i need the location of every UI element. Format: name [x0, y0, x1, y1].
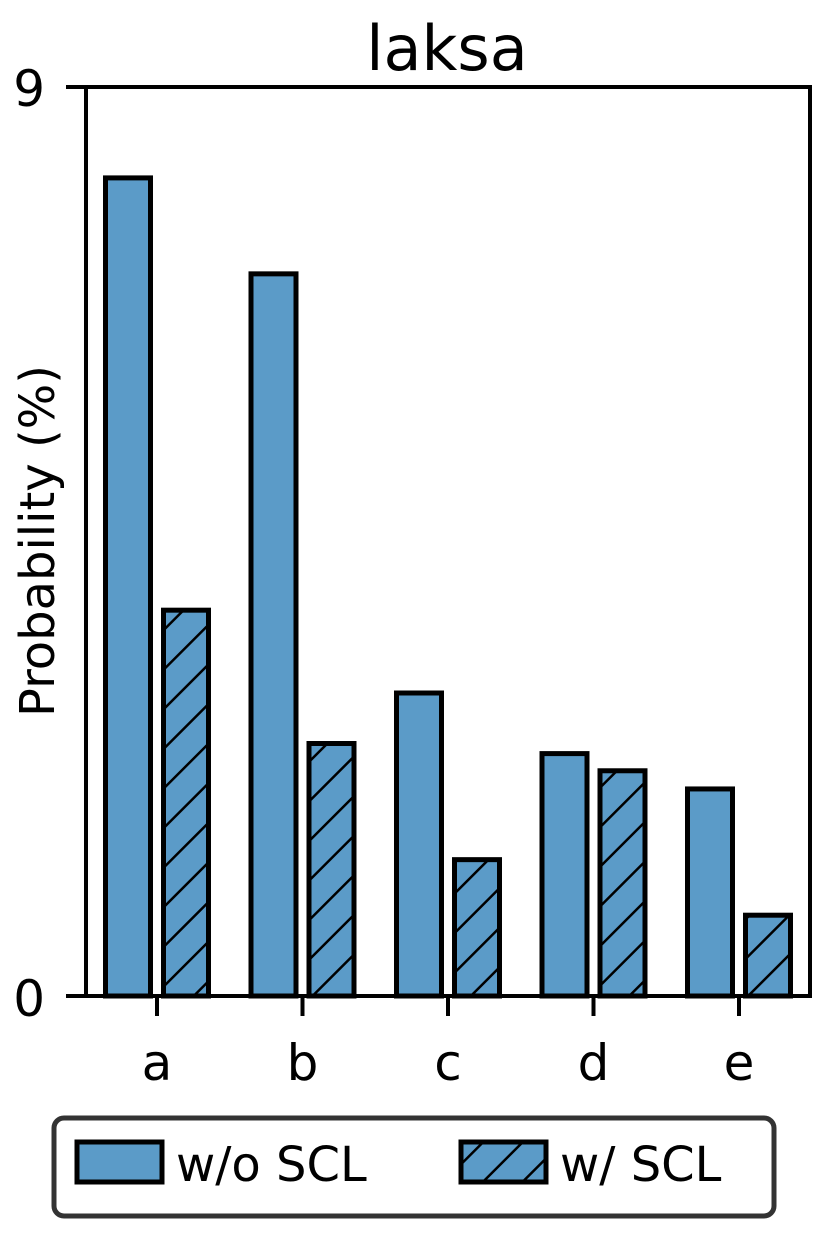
y-tick-label-max: 9: [13, 60, 45, 118]
bar-d-with-scl: [597, 768, 648, 999]
plot-frame: [84, 85, 812, 998]
bar-c-with-scl: [452, 857, 502, 999]
x-tick-label-a: a: [142, 1034, 173, 1092]
bar-e-with-scl: [743, 912, 793, 999]
x-tick-label-d: d: [578, 1034, 610, 1092]
legend-swatch-without-scl: [74, 1139, 165, 1185]
bar-c-without-scl: [394, 690, 444, 999]
y-tick-label-min: 0: [13, 970, 45, 1028]
legend: w/o SCL w/ SCL: [51, 1115, 777, 1219]
legend-swatch-with-scl: [458, 1139, 549, 1185]
y-axis-label: Probability (%): [10, 365, 66, 717]
bar-a-without-scl: [103, 175, 153, 999]
legend-label-with-scl: w/ SCL: [560, 1137, 722, 1193]
x-tick-label-c: c: [434, 1034, 462, 1092]
x-ticks-group: a b c d e: [142, 996, 755, 1092]
legend-label-without-scl: w/o SCL: [176, 1137, 367, 1193]
bar-e-without-scl: [685, 786, 735, 999]
bar-a-with-scl: [161, 607, 211, 999]
x-tick-label-b: b: [287, 1034, 319, 1092]
bars-group: [103, 175, 793, 999]
bar-b-without-scl: [248, 271, 299, 999]
x-tick-label-e: e: [724, 1034, 755, 1092]
bar-d-without-scl: [539, 751, 590, 999]
bar-b-with-scl: [306, 741, 357, 999]
legend-box: [51, 1115, 777, 1219]
chart-title: laksa: [366, 12, 527, 85]
